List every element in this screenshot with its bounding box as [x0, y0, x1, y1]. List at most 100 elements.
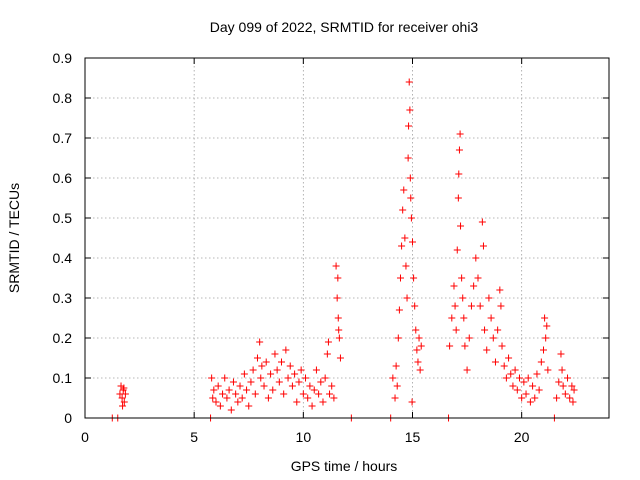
data-point: [458, 274, 466, 282]
y-axis-label: SRMTID / TECUs: [6, 183, 22, 293]
data-point: [280, 390, 288, 398]
data-point: [467, 302, 475, 310]
data-point: [537, 358, 545, 366]
data-points: [108, 78, 578, 422]
data-point: [216, 402, 224, 410]
data-point: [330, 394, 338, 402]
data-point: [395, 306, 403, 314]
data-point: [535, 386, 543, 394]
data-point: [570, 386, 578, 394]
data-point: [306, 382, 314, 390]
data-point: [520, 378, 528, 386]
data-point: [513, 386, 521, 394]
data-point: [275, 378, 283, 386]
data-point: [568, 382, 576, 390]
data-point: [402, 262, 410, 270]
data-point: [267, 370, 275, 378]
data-point: [561, 390, 569, 398]
data-point: [507, 370, 515, 378]
y-tick-label: 0.7: [53, 130, 73, 146]
data-point: [304, 394, 312, 402]
data-point: [251, 390, 259, 398]
data-point: [463, 366, 471, 374]
data-point: [393, 382, 401, 390]
data-point: [569, 398, 577, 406]
data-point: [555, 378, 563, 386]
data-point: [529, 382, 537, 390]
data-point: [489, 334, 497, 342]
data-point: [229, 378, 237, 386]
data-point: [291, 370, 299, 378]
data-point: [209, 394, 217, 402]
data-point: [557, 350, 565, 358]
data-point: [282, 346, 290, 354]
data-point: [533, 370, 541, 378]
x-axis-label: GPS time / hours: [291, 458, 398, 474]
data-point: [273, 366, 281, 374]
data-point: [269, 386, 277, 394]
data-point: [505, 354, 513, 362]
data-point: [407, 214, 415, 222]
data-point: [566, 394, 574, 402]
data-point: [502, 374, 510, 382]
data-point: [459, 294, 467, 302]
data-point: [120, 384, 128, 392]
data-point: [120, 398, 128, 406]
data-point: [498, 342, 506, 350]
data-point: [326, 390, 334, 398]
data-point: [409, 238, 416, 246]
data-point: [543, 322, 551, 330]
data-point: [553, 394, 561, 402]
data-point: [472, 254, 480, 262]
data-point: [299, 390, 307, 398]
data-point: [494, 326, 502, 334]
data-point: [405, 122, 413, 130]
data-point: [455, 170, 463, 178]
data-point: [302, 374, 310, 382]
data-point: [212, 398, 220, 406]
data-point: [405, 78, 413, 86]
data-point: [408, 398, 416, 406]
y-tick-label: 0.3: [53, 290, 73, 306]
axis-ticks: 0 0.1 0.2 0.3 0.4 0.5 0.6 0.7 0.8 0.9 0 5 10 15 20: [53, 50, 609, 445]
data-point: [496, 286, 504, 294]
data-point: [317, 378, 325, 386]
data-point: [414, 358, 422, 366]
data-point: [474, 274, 482, 282]
data-point: [558, 366, 566, 374]
data-point: [227, 406, 235, 414]
data-point: [398, 242, 406, 250]
data-point: [487, 314, 495, 322]
data-point: [324, 338, 332, 346]
data-point: [234, 398, 242, 406]
data-point: [208, 374, 216, 382]
data-point: [288, 382, 296, 390]
y-tick-label: 0.4: [53, 250, 73, 266]
data-point: [416, 366, 424, 374]
data-point: [456, 130, 464, 138]
x-tick-label: 0: [81, 429, 89, 445]
grid-lines: [85, 58, 609, 418]
data-point: [249, 366, 257, 374]
data-point: [481, 326, 489, 334]
data-point: [454, 194, 462, 202]
plot-frame: [84, 57, 610, 419]
data-point: [542, 334, 550, 342]
data-point: [240, 370, 248, 378]
data-point: [531, 394, 539, 402]
data-point: [396, 274, 404, 282]
data-point: [328, 382, 336, 390]
data-point: [461, 342, 469, 350]
data-point: [399, 206, 407, 214]
data-point: [221, 374, 229, 382]
data-point: [541, 314, 549, 322]
y-tick-label: 0.2: [53, 330, 73, 346]
data-point: [410, 274, 418, 282]
data-point: [210, 386, 218, 394]
data-point: [119, 402, 127, 410]
data-point: [465, 334, 473, 342]
data-point: [511, 366, 519, 374]
data-point: [483, 346, 491, 354]
data-point: [448, 314, 456, 322]
